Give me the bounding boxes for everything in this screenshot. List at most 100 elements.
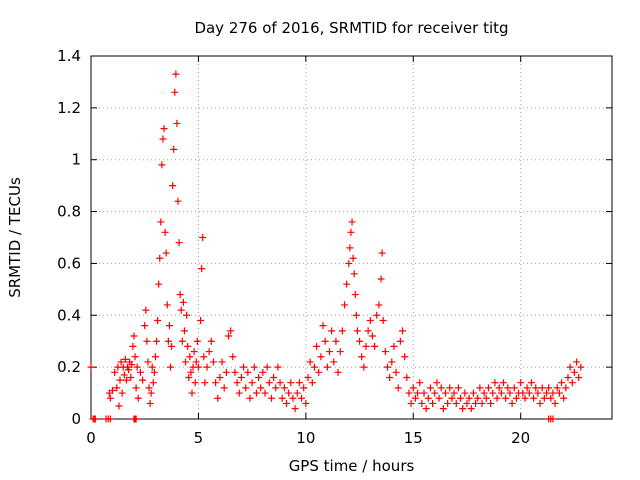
data-point — [328, 327, 336, 335]
data-point — [523, 384, 531, 392]
axis-ticks: 0 0.2 0.4 0.6 0.8 1 1.2 1.4 0 5 10 15 20 — [57, 47, 612, 447]
data-point — [291, 405, 299, 413]
y-tick-label: 0.2 — [57, 358, 81, 376]
data-point — [422, 405, 430, 413]
data-point — [310, 363, 318, 371]
data-point — [336, 348, 344, 356]
data-point — [409, 384, 417, 392]
data-point — [525, 389, 533, 397]
data-point — [313, 342, 321, 350]
data-point — [191, 379, 199, 387]
data-point — [383, 363, 391, 371]
data-point — [154, 316, 162, 324]
data-point — [133, 363, 141, 371]
data-point — [244, 368, 252, 376]
data-point — [560, 394, 568, 402]
data-point — [321, 337, 329, 345]
data-point — [142, 306, 150, 314]
data-point — [205, 348, 213, 356]
data-point — [173, 119, 181, 127]
data-point — [538, 384, 546, 392]
data-point — [246, 394, 254, 402]
data-point — [283, 399, 291, 407]
data-point — [160, 125, 168, 133]
data-point — [165, 322, 173, 330]
data-point — [521, 394, 529, 402]
data-point — [120, 371, 128, 379]
data-point — [300, 384, 308, 392]
data-point — [315, 368, 323, 376]
data-point — [134, 394, 142, 402]
x-tick-label: 0 — [86, 429, 96, 447]
data-point — [298, 394, 306, 402]
data-point — [118, 389, 126, 397]
data-point — [350, 270, 358, 278]
data-point — [117, 358, 125, 366]
data-point — [564, 374, 572, 382]
data-point — [306, 358, 314, 366]
data-point — [502, 394, 510, 402]
data-point — [229, 353, 237, 361]
data-point — [159, 135, 167, 143]
data-point — [155, 280, 163, 288]
data-point — [435, 394, 443, 402]
x-tick-label: 20 — [511, 429, 530, 447]
data-point — [270, 374, 278, 382]
data-point — [375, 301, 383, 309]
data-point — [151, 353, 159, 361]
data-point — [504, 384, 512, 392]
data-point — [185, 374, 193, 382]
data-point — [174, 197, 182, 205]
data-point — [517, 379, 525, 387]
data-point — [179, 298, 187, 306]
data-point — [212, 379, 220, 387]
data-point — [131, 353, 139, 361]
data-point — [549, 415, 557, 423]
data-point — [482, 394, 490, 402]
data-point — [218, 358, 226, 366]
y-tick-label: 1.2 — [57, 99, 81, 117]
data-point — [562, 384, 570, 392]
data-point — [388, 358, 396, 366]
data-point — [429, 399, 437, 407]
data-point — [87, 363, 95, 371]
data-point — [168, 342, 176, 350]
data-point — [280, 384, 288, 392]
data-point — [184, 342, 192, 350]
x-tick-label: 15 — [404, 429, 423, 447]
data-point — [418, 399, 426, 407]
data-point — [426, 384, 434, 392]
data-point — [495, 384, 503, 392]
data-point — [349, 254, 357, 262]
y-tick-label: 1 — [71, 151, 81, 169]
data-point — [444, 399, 452, 407]
data-point — [91, 415, 99, 423]
data-point — [325, 348, 333, 356]
data-point — [392, 368, 400, 376]
data-point — [352, 311, 360, 319]
data-point — [358, 353, 366, 361]
data-point — [542, 389, 550, 397]
data-point — [200, 353, 208, 361]
data-point — [242, 384, 250, 392]
data-point — [506, 389, 514, 397]
data-point — [186, 353, 194, 361]
data-point — [508, 399, 516, 407]
data-point — [491, 379, 499, 387]
data-point — [136, 368, 144, 376]
data-point — [487, 399, 495, 407]
data-point — [512, 394, 520, 402]
data-point — [121, 355, 129, 363]
data-point — [199, 234, 207, 241]
data-point — [330, 358, 338, 366]
data-point — [194, 363, 202, 371]
data-point — [401, 353, 409, 361]
data-point — [319, 322, 327, 330]
data-point — [175, 239, 183, 247]
data-point — [132, 415, 140, 423]
data-point — [368, 332, 376, 340]
data-point — [347, 228, 355, 236]
plot-frame — [90, 55, 613, 420]
data-point — [379, 316, 387, 324]
data-point — [150, 368, 158, 376]
